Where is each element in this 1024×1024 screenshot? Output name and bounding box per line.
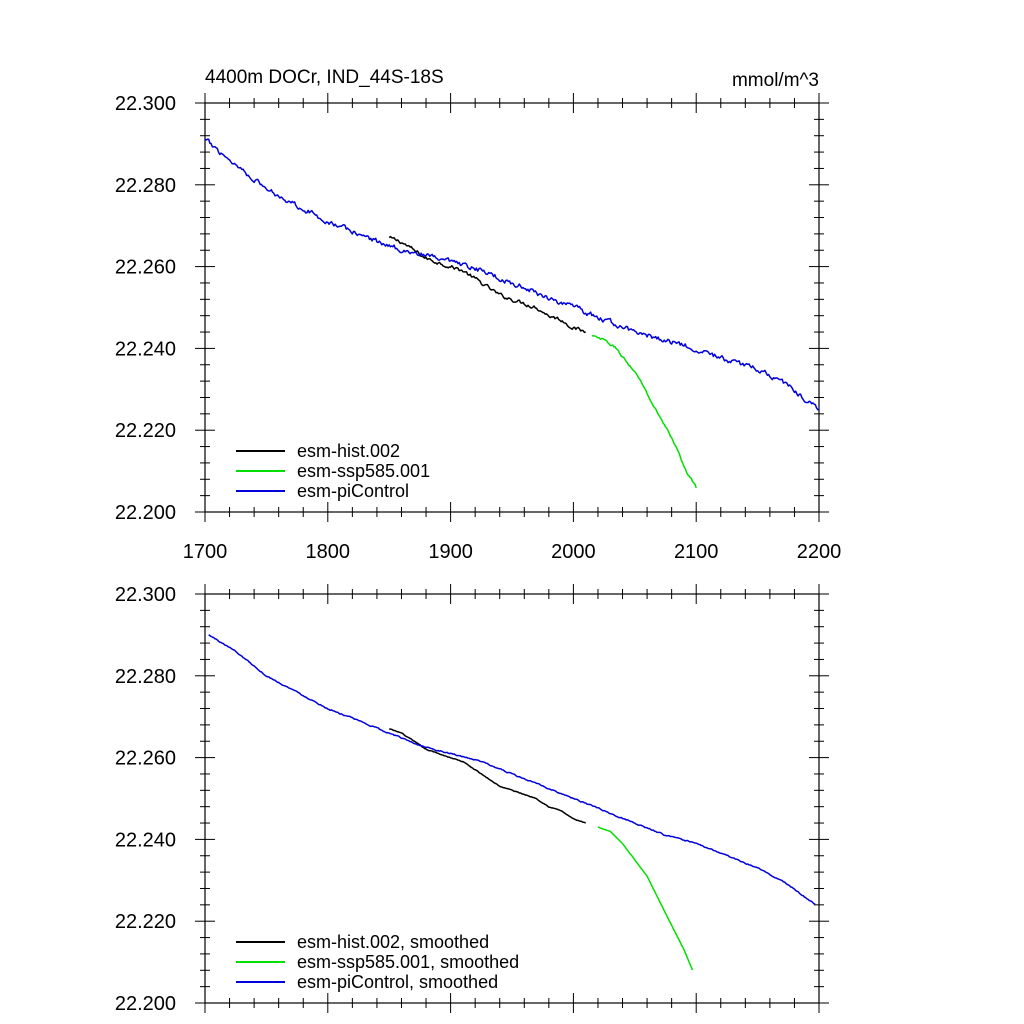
x-tick-label: 2000: [551, 541, 596, 563]
legend-label-esm-hist-smoothed: esm-hist.002, smoothed: [297, 932, 489, 952]
plot-area: 1700 1800 1900 2000 2100 2200 22.200 22.220 22.2…: [115, 93, 841, 563]
legend-label-esm-ssp585: esm-ssp585.001: [297, 461, 430, 481]
y-tick-label: 22.280: [115, 666, 176, 688]
y-tick-label: 22.260: [115, 748, 176, 770]
legend: esm-hist.002 esm-ssp585.001 esm-piContro…: [236, 441, 430, 501]
plot-area: 22.200 22.220 22.240 22.260 22.280 22.300: [115, 584, 829, 1015]
x-tick-label: 1700: [183, 541, 228, 563]
plot-frame: [204, 593, 820, 1004]
legend-label-esm-ssp585-smoothed: esm-ssp585.001, smoothed: [297, 952, 519, 972]
series-line-esm-picontrol-smoothed: [208, 634, 816, 906]
series-line-esm-ssp585-001-smoothed: [597, 826, 694, 971]
y-tick-label: 22.300: [115, 93, 176, 115]
y-tick-label: 22.240: [115, 338, 176, 360]
series-line-esm-ssp585-001: [591, 334, 697, 489]
y-tick-label: 22.300: [115, 584, 176, 606]
series-line-esm-hist-002: [388, 235, 586, 334]
chart-title: 4400m DOCr, IND_44S-18S: [205, 67, 444, 88]
top-chart-panel: 4400m DOCr, IND_44S-18S mmol/m^3 1700 180…: [115, 67, 841, 563]
y-tick-label: 22.240: [115, 829, 176, 851]
y-tick-label: 22.200: [115, 502, 176, 524]
plot-frame: [204, 102, 820, 513]
legend-label-esm-hist: esm-hist.002: [297, 441, 400, 461]
x-tick-label: 1900: [428, 541, 473, 563]
bottom-chart-panel: 22.200 22.220 22.240 22.260 22.280 22.300 esm…: [115, 584, 829, 1015]
legend: esm-hist.002, smoothed esm-ssp585.001, s…: [236, 932, 519, 992]
series-line-esm-hist-002-smoothed: [389, 728, 587, 824]
legend-label-esm-picontrol: esm-piControl: [297, 481, 409, 501]
x-tick-label: 2100: [674, 541, 719, 563]
y-tick-label: 22.200: [115, 993, 176, 1015]
series-line-esm-picontrol: [204, 138, 820, 411]
y-tick-label: 22.260: [115, 257, 176, 279]
y-tick-label: 22.220: [115, 420, 176, 442]
x-tick-label: 2200: [797, 541, 842, 563]
units-label: mmol/m^3: [732, 70, 819, 91]
y-tick-label: 22.220: [115, 911, 176, 933]
legend-label-esm-picontrol-smoothed: esm-piControl, smoothed: [297, 972, 498, 992]
y-tick-label: 22.280: [115, 175, 176, 197]
x-tick-label: 1800: [306, 541, 351, 563]
